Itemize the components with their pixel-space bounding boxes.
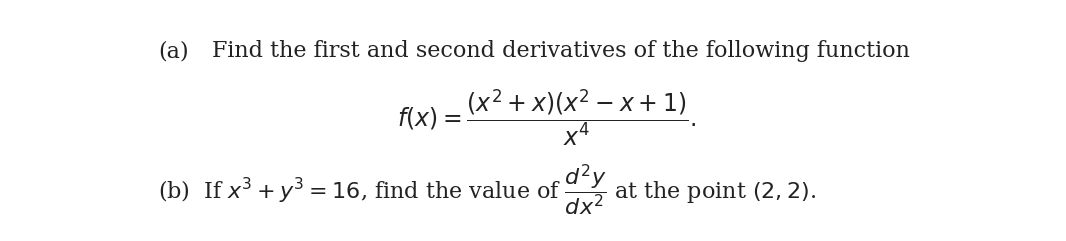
Text: Find the first and second derivatives of the following function: Find the first and second derivatives of…: [212, 40, 909, 62]
Text: (b)  If $x^3 + y^3 = 16$, find the value of $\dfrac{d^2y}{dx^2}$ at the point $(: (b) If $x^3 + y^3 = 16$, find the value …: [158, 162, 817, 218]
Text: (a): (a): [158, 40, 189, 62]
Text: $f(x) = \dfrac{(x^2 + x)(x^2 - x + 1)}{x^4}.$: $f(x) = \dfrac{(x^2 + x)(x^2 - x + 1)}{x…: [397, 87, 696, 148]
